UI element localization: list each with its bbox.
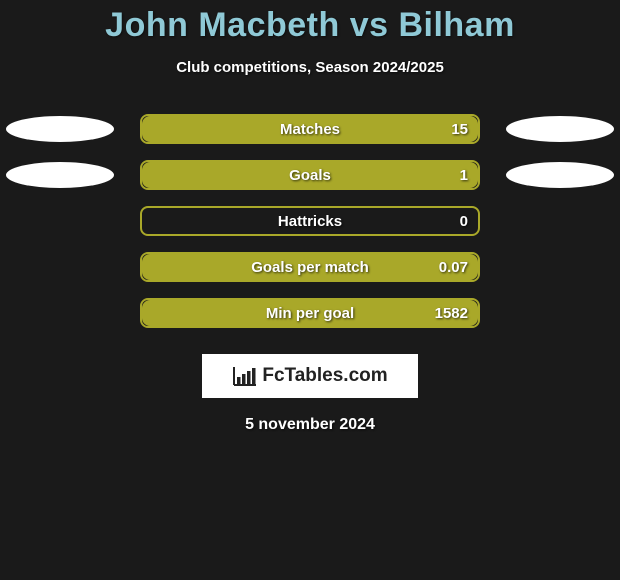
subtitle: Club competitions, Season 2024/2025 — [0, 59, 620, 76]
date-label: 5 november 2024 — [0, 416, 620, 434]
logo: FcTables.com — [232, 365, 387, 387]
stat-label: Goals per match — [251, 259, 369, 276]
stat-bar: Min per goal 1582 — [140, 298, 480, 328]
stat-label: Hattricks — [278, 213, 342, 230]
stat-value: 1 — [460, 167, 468, 184]
stat-value: 0.07 — [439, 259, 468, 276]
stat-row: Hattricks 0 — [0, 206, 620, 252]
stat-value: 1582 — [435, 305, 468, 322]
right-marker — [506, 116, 614, 142]
stat-label: Min per goal — [266, 305, 354, 322]
left-marker — [6, 162, 114, 188]
stat-row: Goals 1 — [0, 160, 620, 206]
comparison-card: John Macbeth vs Bilham Club competitions… — [0, 0, 620, 434]
stat-value: 15 — [451, 121, 468, 138]
bar-chart-icon — [232, 365, 258, 387]
stat-bar: Hattricks 0 — [140, 206, 480, 236]
stat-row: Min per goal 1582 — [0, 298, 620, 344]
stat-label: Matches — [280, 121, 340, 138]
stat-bar: Goals 1 — [140, 160, 480, 190]
stat-label: Goals — [289, 167, 331, 184]
right-marker — [506, 162, 614, 188]
stat-row: Goals per match 0.07 — [0, 252, 620, 298]
stats-list: Matches 15 Goals 1 Hattricks 0 Goals per match… — [0, 114, 620, 344]
left-marker — [6, 116, 114, 142]
stat-bar: Matches 15 — [140, 114, 480, 144]
stat-value: 0 — [460, 213, 468, 230]
logo-box: FcTables.com — [202, 354, 418, 398]
stat-row: Matches 15 — [0, 114, 620, 160]
stat-bar: Goals per match 0.07 — [140, 252, 480, 282]
page-title: John Macbeth vs Bilham — [0, 0, 620, 45]
logo-text: FcTables.com — [262, 365, 387, 387]
